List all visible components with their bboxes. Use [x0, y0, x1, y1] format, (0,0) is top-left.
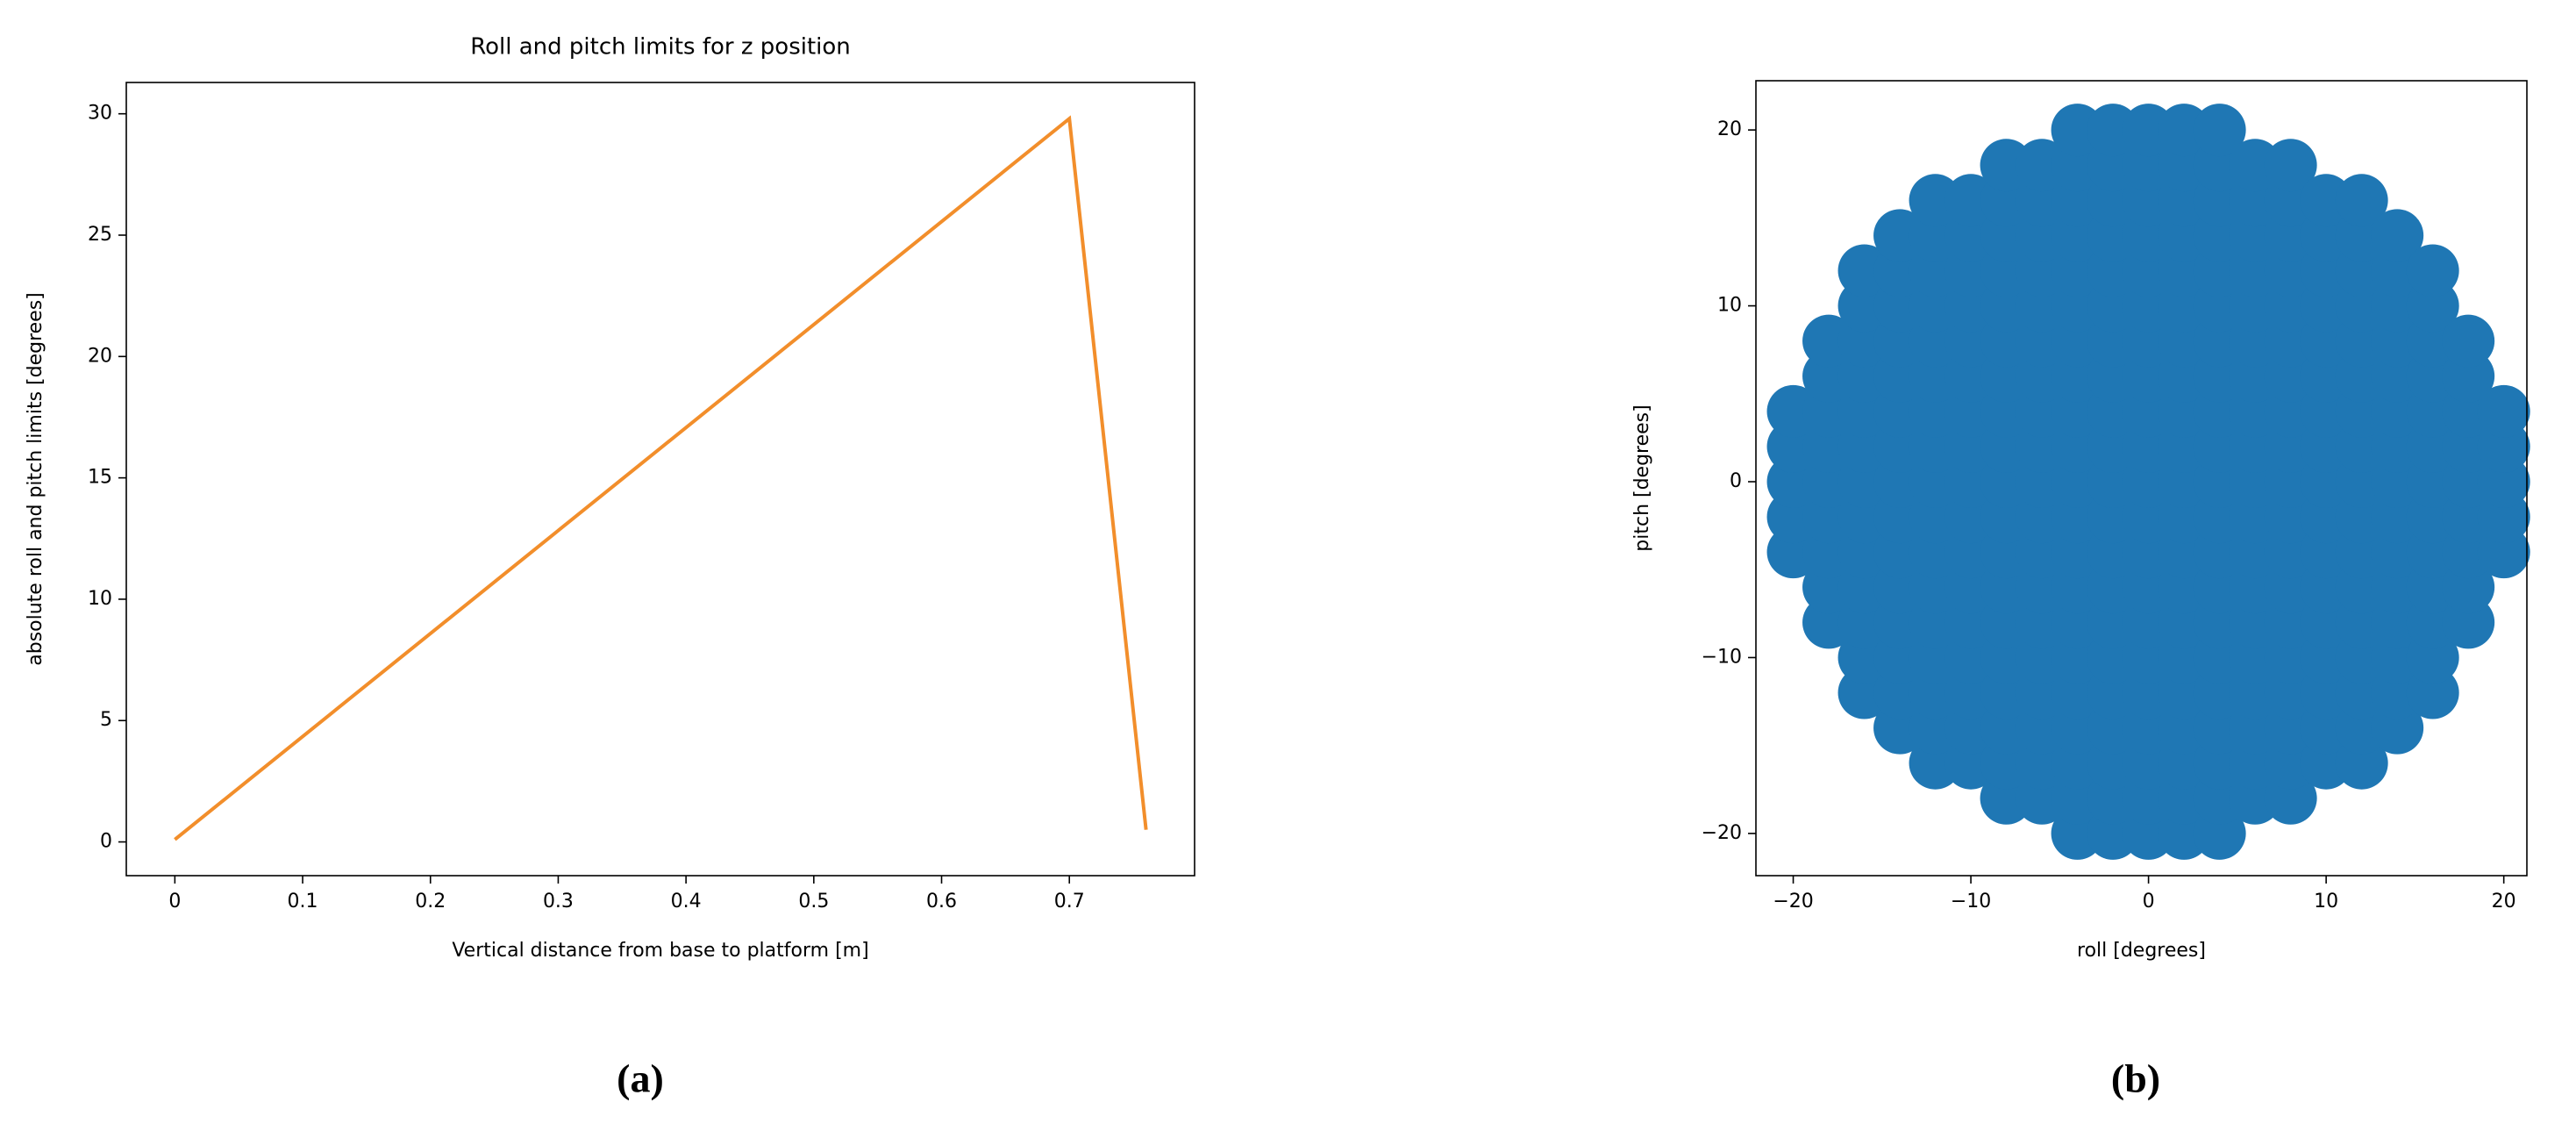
line [174, 115, 1148, 841]
point [2406, 244, 2459, 297]
x-axis-label: Vertical distance from base to platform … [452, 940, 868, 962]
point [2442, 314, 2495, 368]
x-tick-label: 0.3 [543, 891, 574, 913]
caption: (a) [617, 1056, 664, 1101]
point [2264, 139, 2317, 192]
y-tick-label: 20 [1717, 118, 1742, 140]
x-tick-label: 0.1 [288, 891, 318, 913]
y-axis-label: pitch [degrees] [1631, 404, 1653, 551]
chart-title: Roll and pitch limits for z position [470, 34, 851, 61]
point [2193, 104, 2246, 157]
x-tick-label: 10 [2314, 891, 2338, 913]
y-tick-label: −10 [1702, 646, 1742, 668]
x-tick-label: 20 [2492, 891, 2516, 913]
y-tick-label: 25 [88, 224, 112, 246]
x-tick-label: 0 [168, 891, 181, 913]
plot-frame [125, 82, 1195, 877]
y-tick-label: 30 [88, 103, 112, 125]
x-tick-label: −10 [1951, 891, 1991, 913]
x-tick-label: 0.7 [1054, 891, 1085, 913]
x-tick-label: 0.2 [415, 891, 446, 913]
point [2335, 174, 2388, 227]
plot-frame [1755, 80, 2528, 877]
y-tick-label: 10 [88, 588, 112, 610]
y-tick-label: 0 [1730, 470, 1742, 492]
point [2371, 209, 2424, 262]
y-tick-label: 10 [1717, 295, 1742, 317]
y-tick-label: 0 [100, 831, 112, 853]
x-axis-label: roll [degrees] [2077, 940, 2206, 962]
x-tick-label: −20 [1773, 891, 1813, 913]
x-tick-label: 0.6 [926, 891, 957, 913]
caption: (b) [2111, 1056, 2160, 1101]
x-tick-label: 0.5 [798, 891, 829, 913]
x-tick-label: 0 [2143, 891, 2155, 913]
y-tick-label: −20 [1702, 822, 1742, 844]
y-tick-label: 5 [100, 709, 112, 731]
point [2477, 384, 2530, 438]
y-tick-label: 15 [88, 467, 112, 489]
y-tick-label: 20 [88, 345, 112, 367]
x-tick-label: 0.4 [671, 891, 702, 913]
y-axis-label: absolute roll and pitch limits [degrees] [25, 292, 46, 666]
